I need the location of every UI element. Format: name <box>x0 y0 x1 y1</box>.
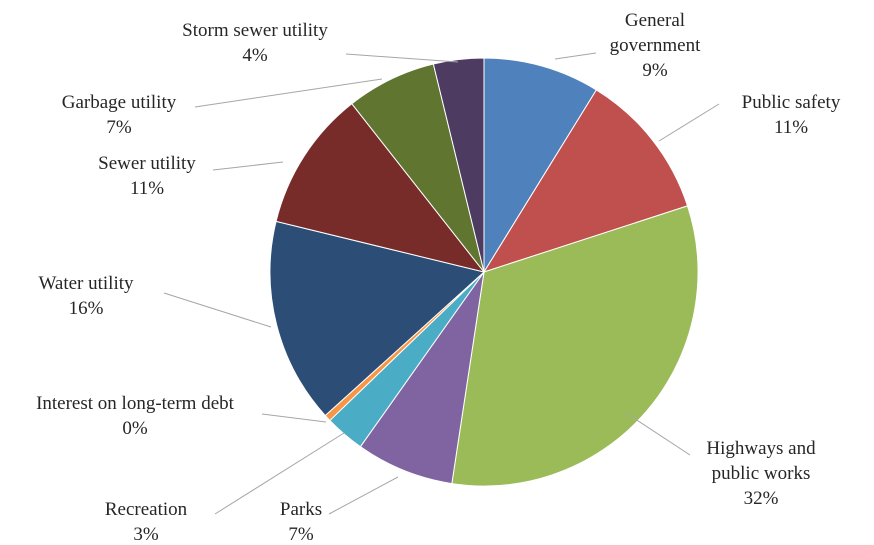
leader-line-9 <box>194 78 383 108</box>
slice-label-3: Highways and public works 32% <box>706 438 816 509</box>
pie-slice-7 <box>269 220 486 417</box>
slice-percent-label: 9% <box>642 60 668 81</box>
slice-label-7: Water utility 16% <box>38 273 134 319</box>
leader-line-7 <box>163 292 272 328</box>
slice-label-9: Garbage utility 7% <box>62 92 177 138</box>
slice-label-2: Public safety 11% <box>742 92 841 138</box>
pie-slice-8 <box>275 103 486 273</box>
pie-slices <box>269 57 699 487</box>
slice-percent-label: 0% <box>122 418 148 439</box>
slice-percent-label: 11% <box>774 117 808 138</box>
leader-line-5 <box>214 432 345 515</box>
pie-slice-2 <box>482 89 689 273</box>
slice-category-label: government <box>610 35 701 56</box>
slice-category-label: Recreation <box>105 499 188 520</box>
slice-category-label: Water utility <box>38 273 134 294</box>
pie-slice-3 <box>451 205 699 487</box>
pie-slice-4 <box>359 271 485 485</box>
slice-category-label: Interest on long-term debt <box>36 393 235 414</box>
slice-percent-label: 7% <box>106 117 132 138</box>
slice-percent-label: 32% <box>744 488 779 509</box>
leader-line-8 <box>212 161 284 171</box>
slice-percent-label: 7% <box>288 524 314 545</box>
pie-slice-10 <box>432 57 485 273</box>
pie-slice-1 <box>483 57 598 274</box>
leader-line-10 <box>345 53 459 63</box>
leader-line-4 <box>328 476 399 515</box>
leader-line-6 <box>261 413 327 423</box>
slice-label-4: Parks 7% <box>280 499 322 545</box>
leader-line-2 <box>658 103 720 142</box>
slice-label-6: Interest on long-term debt 0% <box>36 393 235 439</box>
slice-label-8: Sewer utility 11% <box>98 153 196 199</box>
slice-category-label: public works <box>712 463 811 484</box>
slice-percent-label: 4% <box>242 45 268 66</box>
slice-percent-label: 16% <box>69 298 104 319</box>
slice-label-1: General government 9% <box>610 10 701 81</box>
slice-labels: General government 9% Public safety 11% Highw… <box>36 10 841 545</box>
slice-category-label: Public safety <box>742 92 841 113</box>
slice-label-10: Storm sewer utility 4% <box>182 20 328 66</box>
slice-category-label: Garbage utility <box>62 92 177 113</box>
leader-lines <box>163 52 720 515</box>
slice-percent-label: 3% <box>133 524 159 545</box>
leader-line-1 <box>554 52 597 60</box>
slice-category-label: General <box>625 10 685 31</box>
slice-category-label: Storm sewer utility <box>182 20 328 41</box>
slice-category-label: Sewer utility <box>98 153 196 174</box>
leader-line-3 <box>625 412 691 456</box>
slice-label-5: Recreation 3% <box>105 499 188 545</box>
slice-percent-label: 11% <box>130 178 164 199</box>
slice-category-label: Highways and <box>706 438 816 459</box>
slice-category-label: Parks <box>280 499 322 520</box>
